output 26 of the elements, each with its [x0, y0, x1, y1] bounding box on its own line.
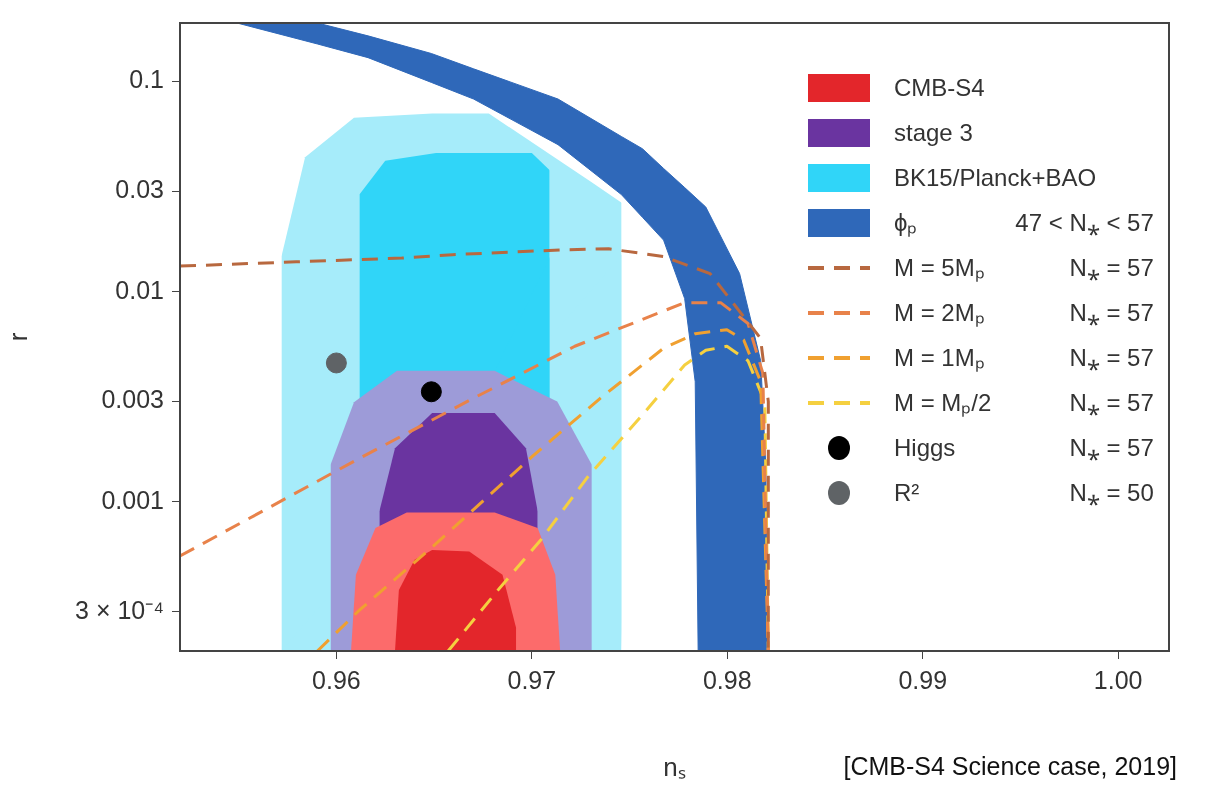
text: M = 1Mₚ N⁎ = 57 [894, 344, 1154, 371]
y-tick-label: 0.01 [115, 275, 164, 304]
y-tick-label: 0.001 [101, 485, 164, 514]
y-axis-title: r [2, 332, 33, 342]
x-tick-label: 0.99 [898, 665, 948, 694]
y-tick-label: 0.03 [115, 175, 164, 204]
text: M = 2Mₚ N⁎ = 57 [894, 299, 1154, 326]
y-tick-label: 0.1 [129, 65, 164, 94]
y-tick-label: 3 × 10⁻⁴ [75, 595, 164, 624]
text: ϕₚ 47 < N⁎ < 57 [894, 209, 1154, 236]
legend-label: CMB-S4 [894, 74, 986, 102]
text: M = Mₚ/2 N⁎ = 57 [894, 389, 1154, 416]
legend-label: stage 3 [894, 119, 974, 147]
x-axis-title: nₛ [663, 751, 686, 782]
line-series [315, 328, 770, 651]
text: [CMB-S4 Science case, 2019] [843, 752, 1177, 781]
x-tick-label: 1.00 [1093, 665, 1143, 694]
text: M = 5Mₚ N⁎ = 57 [894, 254, 1154, 281]
text: R² N⁎ = 50 [894, 479, 1154, 506]
x-tick-label: 0.97 [507, 665, 557, 694]
x-tick-label: 0.96 [312, 665, 361, 694]
y-tick-label: 0.003 [101, 385, 164, 414]
legend-label: BK15/Planck+BAO [894, 164, 1098, 192]
text: Higgs N⁎ = 57 [894, 434, 1154, 461]
x-tick-label: 0.98 [702, 665, 752, 694]
line-series [446, 344, 770, 651]
